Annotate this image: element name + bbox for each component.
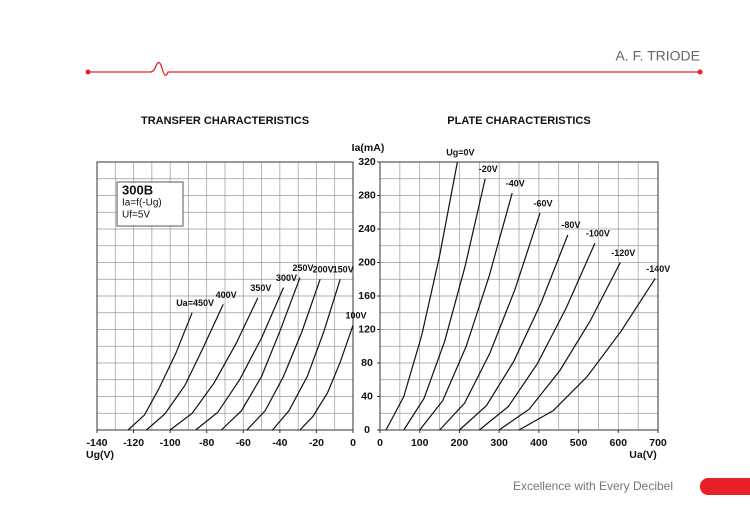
curve-label: -20V [479,164,498,174]
chart-title: TRANSFER CHARACTERISTICS [141,115,309,127]
y-tick-label: 240 [358,223,376,235]
curve-label: -120V [611,248,635,258]
chart-title: PLATE CHARACTERISTICS [447,115,590,127]
header-rule [88,61,700,76]
curve-label: 400V [216,290,237,300]
y-tick-label: 320 [358,156,376,168]
x-tick-label: 400 [530,437,548,449]
x-tick-label: 500 [570,437,588,449]
curve-label: -80V [561,220,580,230]
x-tick-label: 0 [350,437,356,449]
annotation-bg [116,181,184,227]
curve-label: -40V [506,178,525,188]
curve-label: Ua=450V [176,298,214,308]
x-tick-label: 300 [490,437,508,449]
annotation-line: 300B [122,182,153,197]
curve [518,278,656,431]
x-tick-label: -80 [199,437,214,449]
y-tick-label: 40 [361,390,373,402]
curve-label: -140V [646,264,670,274]
y-tick-label: 160 [358,290,376,302]
x-tick-label: 600 [610,437,628,449]
y-axis-label: Ia(mA) [352,142,385,154]
x-tick-label: -40 [272,437,287,449]
curve [385,161,458,431]
x-axis-label: Ua(V) [629,449,656,461]
curve [127,312,193,431]
rule-dot [697,69,703,75]
rule-dot [85,69,91,75]
x-tick-label: 200 [451,437,469,449]
curve [195,287,285,431]
header-title: A. F. TRIODE [615,48,700,64]
x-tick-label: -60 [236,437,251,449]
x-tick-label: 700 [649,437,667,449]
curve [498,262,621,431]
y-tick-label: 0 [364,424,370,436]
plot-frame [96,161,354,431]
curve [246,279,321,431]
curve [458,234,569,431]
curve-label: 350V [250,283,271,293]
curve-label: -100V [586,229,610,239]
curve-label: 250V [292,263,313,273]
curve-label: 200V [313,265,334,275]
curve-label: 300V [276,273,297,283]
x-tick-label: 0 [377,437,383,449]
annotation-line: Uf=5V [122,210,150,221]
x-tick-label: 100 [411,437,429,449]
curve [439,212,541,431]
y-tick-label: 80 [361,357,373,369]
curve [478,242,596,431]
x-axis-label: Ug(V) [86,449,114,461]
x-tick-label: -120 [123,437,144,449]
curve-label: Ug=0V [446,147,474,157]
curve [220,277,301,431]
annotation-line: Ia=f(-Ug) [122,198,162,209]
footer-tagline: Excellence with Every Decibel [513,479,673,493]
footer-tab [700,478,750,495]
curve [169,297,259,431]
curve [299,325,354,431]
curve [403,178,486,431]
y-tick-label: 280 [358,189,376,201]
x-tick-label: -100 [160,437,181,449]
x-tick-label: -140 [86,437,107,449]
curve [419,192,513,431]
curve [272,279,341,431]
x-tick-label: -20 [309,437,324,449]
curve-label: -60V [534,198,553,208]
curve [146,304,224,431]
curve-label: 150V [333,265,354,275]
y-tick-label: 120 [358,323,376,335]
y-tick-label: 200 [358,256,376,268]
curve-label: 100V [345,311,366,321]
